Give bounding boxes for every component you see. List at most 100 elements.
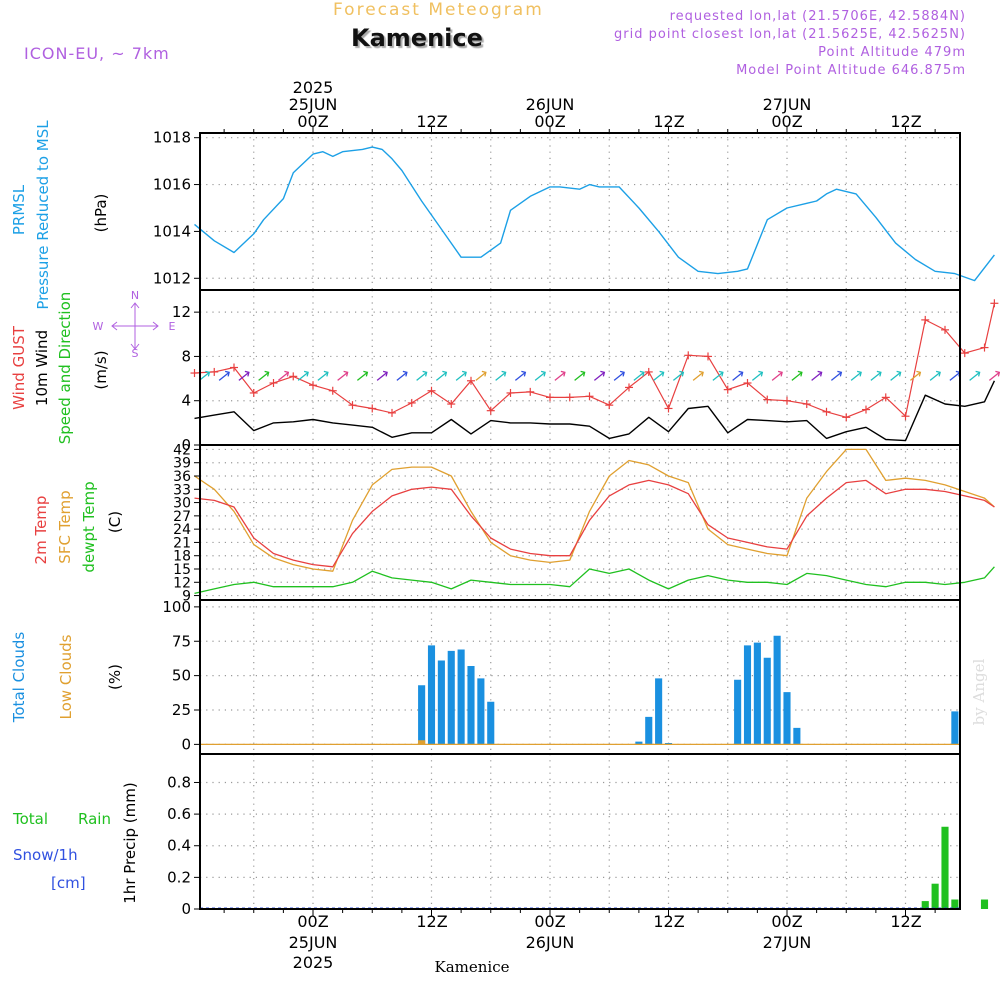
wind-arrow-head xyxy=(896,370,902,377)
wind-arrow-head xyxy=(442,370,448,377)
wind-direction-arrow xyxy=(238,371,250,381)
wind-arrow-head xyxy=(856,370,862,377)
wind-arrow-head xyxy=(580,370,586,377)
cloud-bar xyxy=(753,642,761,745)
wind-direction-arrow xyxy=(909,371,921,381)
precip-label-rain: Rain xyxy=(78,810,111,828)
wind-arrow-head xyxy=(521,370,527,377)
ytick-label: 36 xyxy=(173,469,191,485)
wind-arrow-head xyxy=(935,370,941,377)
wind-direction-arrow xyxy=(317,371,329,381)
wind-direction-arrow xyxy=(771,371,783,381)
precip-label-snow: Snow/1h xyxy=(13,846,78,864)
ytick-label: 1018 xyxy=(153,129,191,147)
wind-arrow-head xyxy=(224,370,230,377)
ytick-label: 1014 xyxy=(153,222,191,240)
sfc-temp-line xyxy=(194,448,995,572)
bottom-date-25jun: 25JUN xyxy=(289,933,338,952)
wind-speed-line xyxy=(194,380,996,442)
temp-label-unit: (C) xyxy=(106,511,124,533)
ytick-label: 1012 xyxy=(153,269,191,287)
ytick-label: 12 xyxy=(173,575,191,591)
wind-arrow-head xyxy=(343,370,349,377)
bottom-tick-12z-2: 12Z xyxy=(653,912,684,931)
cloud-bar xyxy=(793,727,801,745)
cloud-bar xyxy=(734,679,742,745)
panel-frame xyxy=(199,753,961,910)
wind-direction-arrow xyxy=(653,371,665,381)
wind-arrow-head xyxy=(560,370,566,377)
wind-arrow-head xyxy=(501,370,507,377)
wind-direction-arrow xyxy=(396,371,408,381)
cloud-bar xyxy=(743,645,752,745)
bottom-tick-00z-2: 00Z xyxy=(534,912,565,931)
wind-direction-arrow xyxy=(435,371,447,381)
cloud-bar xyxy=(487,701,495,745)
wind-direction-arrow xyxy=(495,371,507,381)
ytick-label: 12 xyxy=(172,303,191,321)
point-altitude: Point Altitude 479m xyxy=(818,45,966,60)
wind-direction-arrow xyxy=(475,371,487,381)
top-date-26jun: 26JUN xyxy=(526,95,575,114)
bottom-tick-00z-1: 00Z xyxy=(297,912,328,931)
bottom-date-27jun: 27JUN xyxy=(763,933,812,952)
wind-direction-arrow xyxy=(297,371,309,381)
rain-bar xyxy=(980,899,989,909)
compass-south: S xyxy=(132,347,139,360)
ytick-label: 8 xyxy=(181,347,191,365)
temp-label-dew: dewpt Temp xyxy=(80,481,98,572)
ytick-label: 0.4 xyxy=(167,837,191,855)
rain-bar xyxy=(921,901,929,909)
wind-direction-arrow xyxy=(929,371,941,381)
ytick-label: 9 xyxy=(182,589,191,605)
pressure-label-desc: Pressure Reduced to MSL xyxy=(34,120,52,310)
top-tick-12z-1: 12Z xyxy=(416,112,447,131)
cloud-bar xyxy=(437,660,445,745)
top-tick-00z-1: 00Z xyxy=(297,112,328,131)
cloud-bar xyxy=(773,635,781,745)
wind-direction-arrow xyxy=(633,371,645,381)
ytick-label: 42 xyxy=(173,442,191,458)
wind-direction-arrow xyxy=(850,371,862,381)
wind-direction-arrow xyxy=(554,371,566,381)
cloud-bar xyxy=(664,743,673,745)
precip-label-total: Total xyxy=(12,810,48,828)
bottom-tick-12z-1: 12Z xyxy=(416,912,447,931)
wind-arrow-head xyxy=(758,370,764,377)
wind-direction-arrow xyxy=(258,371,270,381)
gridpoint-coords: grid point closest lon,lat (21.5625E, 42… xyxy=(614,27,966,42)
ytick-label: 0 xyxy=(181,735,191,753)
wind-direction-arrow xyxy=(830,371,842,381)
wind-arrow-head xyxy=(738,370,744,377)
ytick-label: 24 xyxy=(173,522,191,538)
cloud-bar xyxy=(427,645,436,745)
wind-direction-arrow xyxy=(277,371,289,381)
top-tick-00z-2: 00Z xyxy=(534,112,565,131)
wind-arrow-head xyxy=(600,370,606,377)
cloud-bar xyxy=(783,692,791,745)
wind-arrow-head xyxy=(718,370,724,377)
wind-direction-arrow xyxy=(712,371,724,381)
top-year-label: 2025 xyxy=(293,78,334,97)
wind-direction-arrow xyxy=(534,371,546,381)
compass-arrows xyxy=(111,302,159,350)
wind-label-10m: 10m Wind xyxy=(33,330,51,406)
top-tick-12z-2: 12Z xyxy=(653,112,684,131)
wind-direction-arrow xyxy=(988,371,1000,381)
ytick-label: 0.8 xyxy=(167,773,191,791)
cloud-bar xyxy=(645,716,653,745)
wind-arrow-head xyxy=(679,370,685,377)
low-cloud-bar xyxy=(418,740,426,745)
wind-direction-arrow xyxy=(751,371,763,381)
wind-arrow-head xyxy=(461,370,467,377)
requested-coords: requested lon,lat (21.5706E, 42.5884N) xyxy=(669,9,966,24)
wind-arrow-head xyxy=(777,370,783,377)
compass-north: N xyxy=(131,289,139,302)
wind-arrow-head xyxy=(837,370,843,377)
compass-west: W xyxy=(93,320,104,333)
wind-label-unit: (m/s) xyxy=(92,350,110,389)
ytick-label: 33 xyxy=(173,482,191,498)
wind-direction-arrow xyxy=(337,371,349,381)
top-date-25jun: 25JUN xyxy=(289,95,338,114)
wind-arrow-head xyxy=(323,370,329,377)
